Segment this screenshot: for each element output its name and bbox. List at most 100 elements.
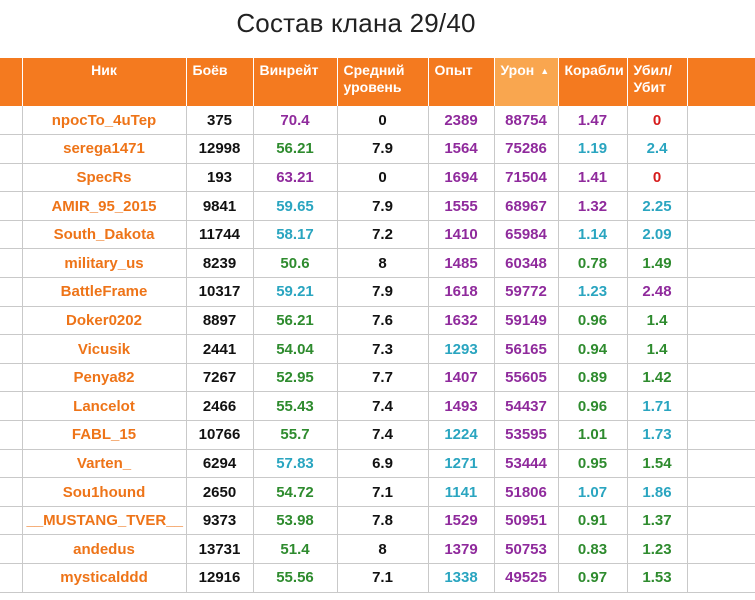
- kd-cell: 1.23: [626, 534, 687, 564]
- row-spacer-right: [686, 191, 755, 221]
- winrate-cell: 70.4: [252, 106, 337, 136]
- kd-cell: 2.25: [626, 191, 687, 221]
- exp-cell: 1141: [427, 477, 494, 507]
- table-header: Ник Боёв Винрейт Средний уровень Опыт Уро…: [0, 58, 755, 106]
- winrate-cell: 54.72: [252, 477, 337, 507]
- header-kd-line1: Убил/: [633, 62, 672, 78]
- damage-cell: 71504: [493, 163, 558, 193]
- player-nick-link[interactable]: andedus: [21, 534, 186, 564]
- table-row[interactable]: Penya82 7267 52.95 7.7 1407 55605 0.89 1.42: [0, 363, 755, 393]
- damage-cell: 50951: [493, 506, 558, 536]
- ships-cell: 0.89: [557, 363, 627, 393]
- row-spacer: [0, 220, 22, 250]
- table-row[interactable]: __MUSTANG_TVER__ 9373 53.98 7.8 1529 50951 0.9…: [0, 506, 755, 536]
- table-row[interactable]: mysticalddd 12916 55.56 7.1 1338 49525 0.97 1.5…: [0, 563, 755, 593]
- table-row[interactable]: npocTo_4uTep 375 70.4 0 2389 88754 1.47 0: [0, 106, 755, 136]
- table-row[interactable]: BattleFrame 10317 59.21 7.9 1618 59772 1.23 2.4…: [0, 277, 755, 307]
- player-nick-link[interactable]: SpecRs: [21, 163, 186, 193]
- winrate-cell: 57.83: [252, 449, 337, 479]
- table-row[interactable]: Doker0202 8897 56.21 7.6 1632 59149 0.96 1.4: [0, 306, 755, 336]
- ships-cell: 0.83: [557, 534, 627, 564]
- column-header-avg-level[interactable]: Средний уровень: [336, 58, 428, 106]
- ships-cell: 1.47: [557, 106, 627, 136]
- table-row[interactable]: Varten_ 6294 57.83 6.9 1271 53444 0.95 1.54: [0, 449, 755, 479]
- column-header-nick[interactable]: Ник: [21, 58, 186, 106]
- avg-level-cell: 7.4: [336, 391, 428, 422]
- winrate-cell: 52.95: [252, 363, 337, 393]
- row-spacer: [0, 306, 22, 336]
- player-nick-link[interactable]: Penya82: [21, 363, 186, 393]
- kd-cell: 1.86: [626, 477, 687, 507]
- row-spacer-right: [686, 420, 755, 450]
- table-row[interactable]: AMIR_95_2015 9841 59.65 7.9 1555 68967 1.32 2.2…: [0, 191, 755, 221]
- header-damage-label: Урон: [500, 62, 535, 78]
- winrate-cell: 59.21: [252, 277, 337, 307]
- table-row[interactable]: andedus 13731 51.4 8 1379 50753 0.83 1.23: [0, 534, 755, 564]
- avg-level-cell: 7.3: [336, 334, 428, 364]
- winrate-cell: 58.17: [252, 220, 337, 250]
- ships-cell: 1.41: [557, 163, 627, 193]
- exp-cell: 2389: [427, 106, 494, 136]
- player-nick-link[interactable]: Doker0202: [21, 306, 186, 336]
- table-row[interactable]: FABL_15 10766 55.7 7.4 1224 53595 1.01 1.73: [0, 420, 755, 450]
- winrate-cell: 55.43: [252, 391, 337, 422]
- damage-cell: 65984: [493, 220, 558, 250]
- column-header-winrate[interactable]: Винрейт: [252, 58, 337, 106]
- exp-cell: 1529: [427, 506, 494, 536]
- column-header-ships[interactable]: Корабли: [557, 58, 627, 106]
- table-row[interactable]: military_us 8239 50.6 8 1485 60348 0.78 1.49: [0, 248, 755, 279]
- battles-cell: 9841: [185, 191, 253, 221]
- winrate-cell: 51.4: [252, 534, 337, 564]
- ships-cell: 0.91: [557, 506, 627, 536]
- header-spacer-right: [686, 58, 755, 106]
- column-header-exp[interactable]: Опыт: [427, 58, 494, 106]
- winrate-cell: 56.21: [252, 306, 337, 336]
- kd-cell: 1.49: [626, 248, 687, 279]
- column-header-damage[interactable]: Урон ▲: [493, 58, 558, 106]
- player-nick-link[interactable]: npocTo_4uTep: [21, 106, 186, 136]
- kd-cell: 2.09: [626, 220, 687, 250]
- kd-cell: 2.4: [626, 134, 687, 164]
- battles-cell: 6294: [185, 449, 253, 479]
- player-nick-link[interactable]: serega1471: [21, 134, 186, 164]
- kd-cell: 1.53: [626, 563, 687, 593]
- player-nick-link[interactable]: Lancelot: [21, 391, 186, 422]
- player-nick-link[interactable]: AMIR_95_2015: [21, 191, 186, 221]
- table-row[interactable]: Vicusik 2441 54.04 7.3 1293 56165 0.94 1.4: [0, 334, 755, 364]
- row-spacer: [0, 163, 22, 193]
- sort-desc-arrow-icon: ▲: [540, 65, 550, 76]
- clan-table-wrapper: Ник Боёв Винрейт Средний уровень Опыт Уро…: [0, 58, 755, 593]
- column-header-battles[interactable]: Боёв: [185, 58, 253, 106]
- player-nick-link[interactable]: Sou1hound: [21, 477, 186, 507]
- table-row[interactable]: serega1471 12998 56.21 7.9 1564 75286 1.19 2.4: [0, 134, 755, 164]
- kd-cell: 1.4: [626, 334, 687, 364]
- avg-level-cell: 7.4: [336, 420, 428, 450]
- damage-cell: 51806: [493, 477, 558, 507]
- player-nick-link[interactable]: Varten_: [21, 449, 186, 479]
- table-row[interactable]: SpecRs 193 63.21 0 1694 71504 1.41 0: [0, 163, 755, 193]
- player-nick-link[interactable]: mysticalddd: [21, 563, 186, 593]
- player-nick-link[interactable]: BattleFrame: [21, 277, 186, 307]
- player-nick-link[interactable]: Vicusik: [21, 334, 186, 364]
- row-spacer-right: [686, 106, 755, 136]
- battles-cell: 8897: [185, 306, 253, 336]
- battles-cell: 9373: [185, 506, 253, 536]
- damage-cell: 60348: [493, 248, 558, 279]
- avg-level-cell: 7.9: [336, 134, 428, 164]
- column-header-kd[interactable]: Убил/Убит: [626, 58, 687, 106]
- kd-cell: 1.54: [626, 449, 687, 479]
- player-nick-link[interactable]: military_us: [21, 248, 186, 279]
- avg-level-cell: 8: [336, 248, 428, 279]
- kd-cell: 1.42: [626, 363, 687, 393]
- row-spacer-right: [686, 534, 755, 564]
- table-row[interactable]: Sou1hound 2650 54.72 7.1 1141 51806 1.07 1.86: [0, 477, 755, 507]
- player-nick-link[interactable]: FABL_15: [21, 420, 186, 450]
- row-spacer-right: [686, 163, 755, 193]
- battles-cell: 10766: [185, 420, 253, 450]
- player-nick-link[interactable]: __MUSTANG_TVER__: [21, 506, 186, 536]
- table-row[interactable]: South_Dakota 11744 58.17 7.2 1410 65984 1.14 2.…: [0, 220, 755, 250]
- exp-cell: 1224: [427, 420, 494, 450]
- table-row[interactable]: Lancelot 2466 55.43 7.4 1493 54437 0.96 1.71: [0, 391, 755, 422]
- player-nick-link[interactable]: South_Dakota: [21, 220, 186, 250]
- header-avg-level-line1: Средний: [343, 62, 405, 78]
